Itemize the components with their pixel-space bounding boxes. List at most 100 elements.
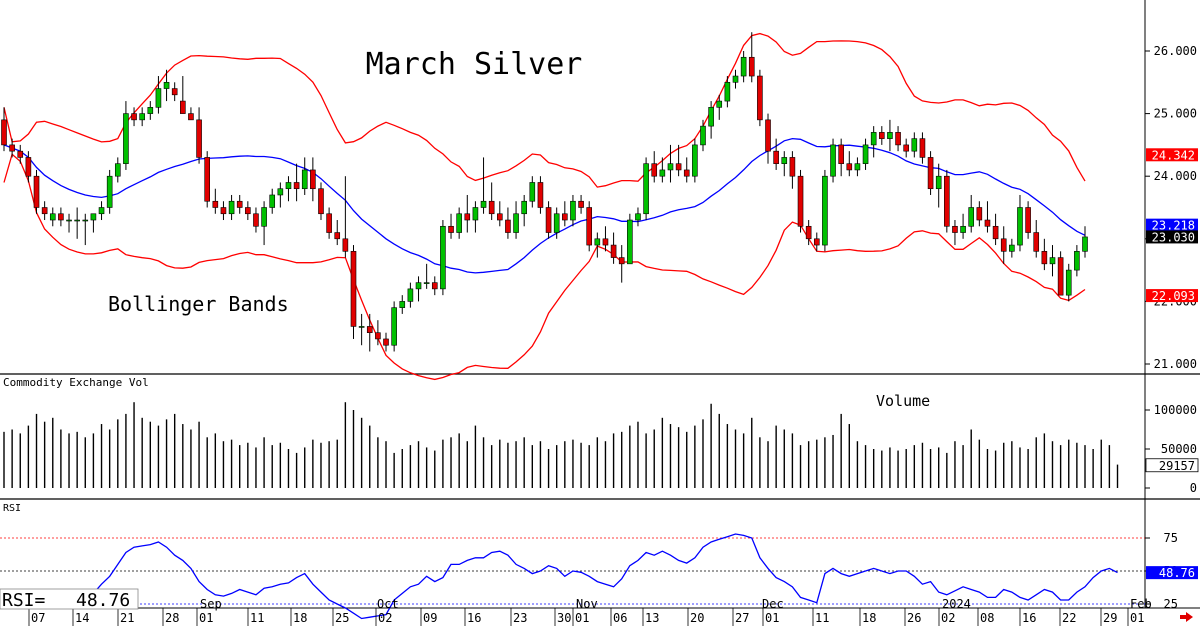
rsi-readout-box	[0, 588, 139, 610]
candle-body	[440, 225, 446, 290]
candle-body	[204, 157, 210, 202]
candle-body	[919, 138, 926, 158]
chart-title: March Silver	[366, 47, 583, 82]
candle-body	[407, 288, 414, 302]
bollinger-bands	[3, 32, 1086, 381]
candle-body	[66, 219, 72, 222]
candle-body	[342, 238, 349, 252]
candle-body	[253, 213, 259, 227]
candle-body	[17, 150, 24, 158]
candle-body	[602, 238, 609, 246]
candle-body	[196, 119, 202, 158]
candle-body	[228, 200, 235, 215]
price-badge-text: 22.093	[1152, 289, 1195, 303]
candle-body	[513, 213, 519, 233]
price-tick-label: 24.000	[1154, 169, 1197, 183]
rsi-panel-label: RSI	[3, 503, 21, 514]
candle-body	[456, 213, 462, 233]
candle-body	[448, 225, 454, 233]
upper-band-line	[3, 32, 1086, 188]
month-label: Dec	[762, 597, 784, 611]
candle-body	[1017, 207, 1023, 246]
price-tick-label: 21.000	[1154, 357, 1197, 371]
volume-tick-label: 0	[1190, 481, 1197, 495]
candle-body	[748, 56, 755, 77]
candle-body	[643, 163, 649, 215]
candle-body	[627, 219, 633, 265]
candle-body	[358, 326, 365, 328]
candle-body	[90, 213, 97, 221]
candle-body	[797, 175, 804, 227]
candle-body	[683, 169, 690, 177]
candle-body	[431, 282, 438, 290]
price-tick-label: 26.000	[1154, 44, 1197, 58]
candle-body	[700, 125, 706, 146]
candle-body	[391, 307, 397, 346]
candle-body	[992, 225, 999, 240]
date-tick-label: 01	[1130, 611, 1144, 625]
candle-body	[155, 88, 162, 108]
candle-body	[1041, 251, 1048, 265]
candle-body	[830, 144, 836, 177]
candle-body	[651, 163, 658, 177]
candle-body	[944, 175, 950, 227]
candle-body	[114, 163, 121, 177]
candle-body	[277, 188, 284, 196]
candle-body	[529, 182, 536, 202]
candle-body	[1074, 251, 1080, 271]
date-tick-label: 11	[815, 611, 829, 625]
candle-body	[570, 200, 576, 221]
candle-body	[58, 213, 64, 221]
candle-body	[846, 163, 853, 171]
date-tick-label: 11	[250, 611, 264, 625]
candle-body	[350, 251, 357, 327]
volume-tick-label: 50000	[1161, 442, 1197, 456]
candle-body	[1033, 232, 1040, 252]
date-tick-label: 20	[690, 611, 704, 625]
price-badge	[1146, 230, 1198, 244]
volume-annotation: Volume	[876, 392, 930, 410]
candle-body	[25, 157, 32, 177]
price-badge	[1146, 218, 1198, 232]
date-tick-label: 08	[980, 611, 994, 625]
volume-panel-label: Commodity Exchange Vol	[3, 376, 149, 389]
candle-body	[123, 113, 129, 164]
candle-body	[366, 326, 373, 334]
price-badge-text: 23.218	[1152, 219, 1195, 233]
candle-body	[537, 182, 544, 208]
candle-body	[879, 132, 885, 139]
candle-body	[147, 107, 154, 114]
date-tick-label: 09	[423, 611, 437, 625]
candle-body	[106, 175, 113, 208]
scroll-left-icon[interactable]	[1180, 612, 1193, 622]
candle-body	[496, 213, 503, 221]
candle-body	[895, 132, 901, 146]
candlesticks	[1, 32, 1088, 352]
candle-body	[212, 200, 219, 208]
date-tick-label: 18	[293, 611, 307, 625]
candle-body	[1025, 207, 1031, 233]
candle-body	[976, 207, 983, 221]
candle-body	[310, 169, 316, 190]
month-label: 2024	[942, 597, 971, 611]
candle-body	[33, 175, 40, 208]
date-tick-label: 07	[31, 611, 45, 625]
candle-body	[960, 225, 966, 233]
candle-body	[505, 219, 511, 233]
candle-body	[98, 207, 105, 215]
date-tick-label: 16	[467, 611, 481, 625]
candle-body	[399, 301, 406, 308]
date-tick-label: 28	[165, 611, 179, 625]
candle-body	[139, 113, 145, 121]
date-tick-label: 02	[378, 611, 392, 625]
date-tick-label: 13	[645, 611, 659, 625]
candle-body	[1, 119, 7, 146]
candle-body	[952, 225, 958, 233]
candle-body	[236, 200, 243, 208]
candle-body	[545, 207, 552, 233]
volume-badge-text: 29157	[1159, 459, 1195, 473]
candle-body	[635, 213, 641, 221]
candle-body	[1000, 238, 1007, 252]
candle-body	[838, 144, 844, 164]
